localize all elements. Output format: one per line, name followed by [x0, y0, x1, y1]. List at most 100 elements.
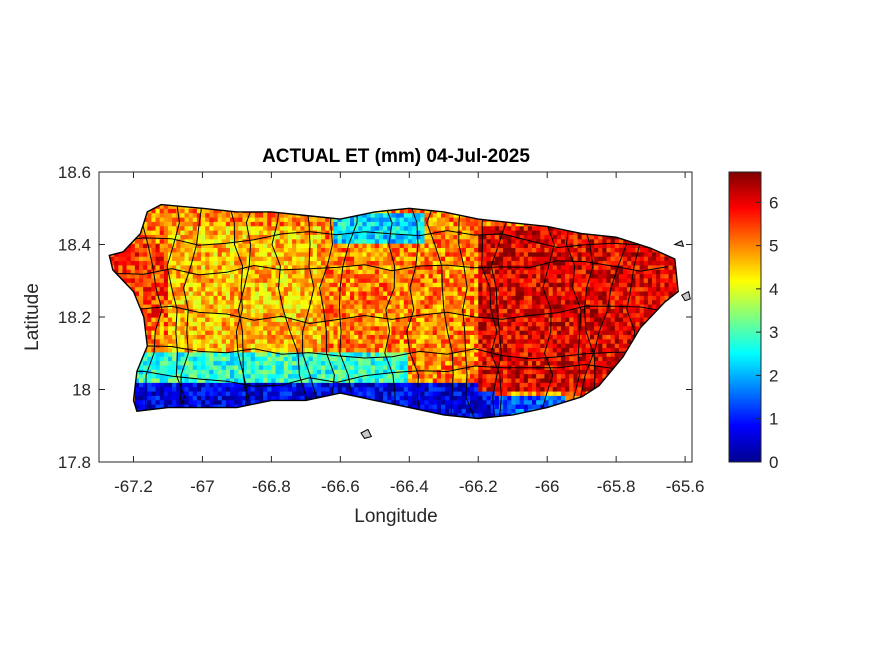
et-cell: [544, 399, 550, 405]
et-cell: [378, 386, 384, 392]
et-cell: [205, 390, 210, 396]
et-cell: [370, 295, 376, 301]
et-cell: [304, 369, 310, 375]
et-cell: [498, 356, 504, 362]
et-cell: [238, 351, 244, 357]
et-cell: [519, 338, 525, 344]
et-cell: [581, 369, 587, 375]
et-cell: [449, 282, 455, 288]
et-cell: [242, 303, 248, 309]
et-cell: [618, 347, 624, 353]
et-cell: [333, 299, 339, 305]
et-cell: [271, 360, 277, 366]
et-cell: [180, 395, 186, 401]
et-cell: [395, 343, 401, 349]
et-cell: [167, 351, 173, 357]
et-cell: [275, 308, 281, 314]
et-cell: [523, 312, 529, 318]
et-cell: [151, 325, 157, 331]
et-cell: [217, 338, 223, 344]
et-cell: [151, 360, 157, 366]
et-cell: [581, 273, 587, 279]
et-cell: [383, 382, 388, 388]
et-cell: [436, 390, 442, 396]
et-cell: [515, 286, 521, 292]
et-cell: [196, 321, 202, 327]
et-cell: [209, 330, 215, 335]
et-cell: [267, 273, 272, 279]
et-cell: [623, 347, 628, 353]
et-cell: [598, 373, 603, 379]
et-cell: [329, 290, 335, 296]
et-cell: [623, 338, 628, 344]
et-cell: [201, 295, 206, 301]
et-cell: [217, 369, 223, 375]
et-cell: [279, 282, 285, 288]
et-cell: [647, 312, 653, 318]
et-cell: [469, 286, 475, 292]
et-cell: [366, 273, 372, 279]
et-cell: [250, 373, 256, 379]
et-cell: [643, 277, 649, 283]
et-cell: [498, 408, 504, 414]
et-cell: [180, 303, 186, 309]
et-cell: [412, 351, 417, 357]
et-cell: [333, 382, 339, 388]
et-cell: [647, 277, 653, 283]
et-cell: [205, 321, 210, 327]
et-cell: [399, 386, 405, 392]
et-cell: [192, 295, 198, 301]
et-cell: [610, 364, 616, 370]
et-cell: [465, 317, 471, 322]
et-cell: [478, 364, 483, 370]
et-cell: [296, 369, 301, 375]
et-cell: [652, 277, 657, 283]
et-cell: [461, 282, 467, 288]
et-cell: [548, 399, 554, 405]
et-cell: [610, 356, 616, 362]
et-cell: [523, 290, 529, 296]
et-cell: [366, 325, 372, 331]
et-cell: [474, 312, 479, 318]
et-cell: [403, 303, 409, 309]
et-cell: [511, 277, 517, 283]
et-cell: [349, 386, 355, 392]
et-cell: [151, 290, 157, 296]
et-cell: [412, 382, 417, 388]
et-cell: [333, 308, 339, 314]
et-cell: [172, 325, 177, 331]
et-cell: [230, 399, 235, 405]
et-cell: [263, 395, 268, 401]
et-cell: [507, 295, 512, 301]
et-cell: [225, 334, 231, 340]
et-cell: [362, 351, 368, 357]
et-cell: [304, 308, 310, 314]
et-cell: [201, 321, 206, 327]
et-cell: [213, 317, 219, 322]
et-cell: [147, 290, 153, 296]
et-cell: [354, 347, 359, 353]
et-cell: [196, 290, 202, 296]
et-cell: [213, 404, 219, 409]
et-cell: [432, 408, 438, 414]
et-cell: [155, 330, 161, 335]
et-cell: [598, 308, 603, 314]
et-cell: [540, 317, 546, 322]
et-cell: [428, 377, 434, 383]
et-cell: [316, 321, 322, 327]
et-cell: [354, 325, 359, 331]
et-cell: [329, 338, 335, 344]
et-cell: [209, 312, 215, 318]
et-cell: [610, 338, 616, 344]
et-cell: [321, 290, 326, 296]
et-cell: [507, 356, 512, 362]
et-cell: [494, 295, 500, 301]
et-cell: [672, 277, 678, 283]
et-cell: [279, 312, 285, 318]
et-cell: [503, 373, 508, 379]
et-cell: [494, 412, 500, 418]
et-cell: [445, 312, 450, 318]
et-cell: [167, 364, 173, 370]
et-cell: [221, 273, 227, 279]
et-cell: [283, 273, 289, 279]
